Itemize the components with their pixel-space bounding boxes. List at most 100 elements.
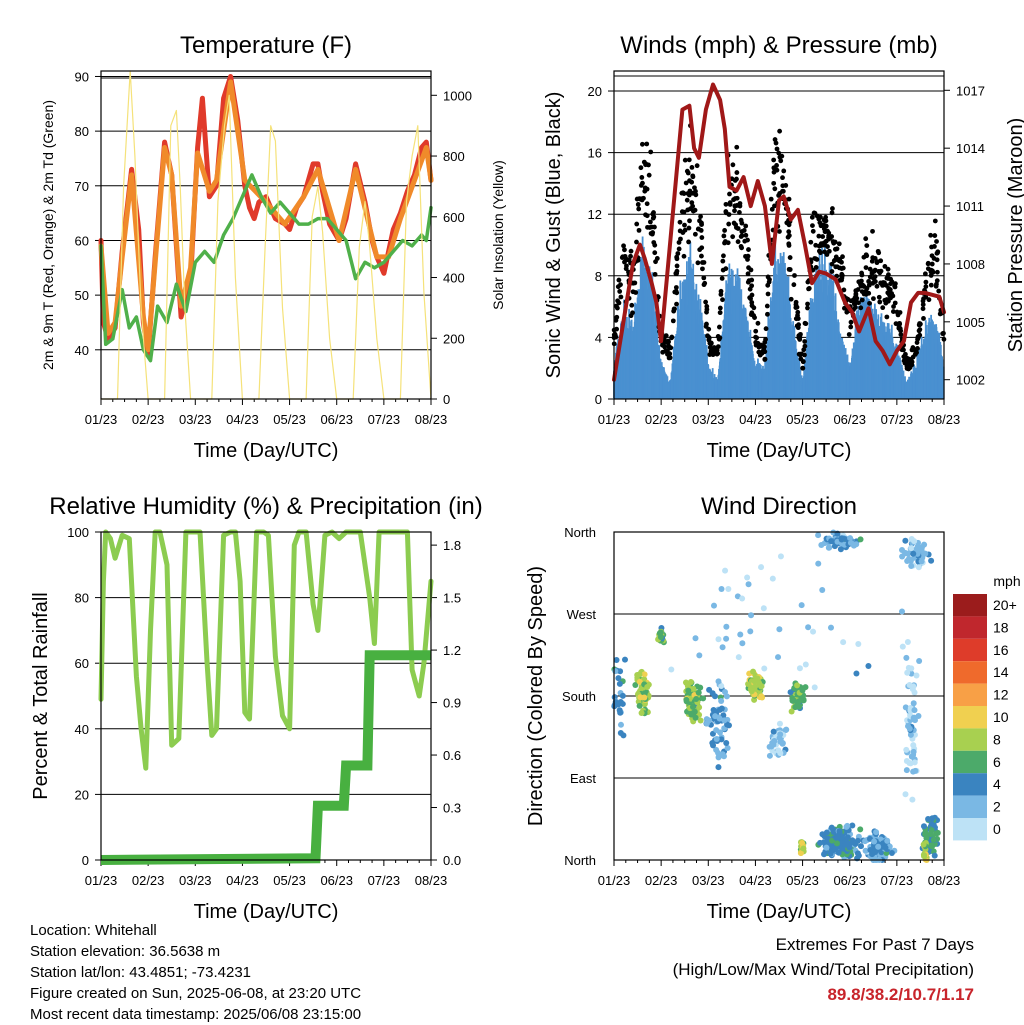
gust-point xyxy=(730,234,736,240)
direction-point xyxy=(725,722,732,729)
gust-point xyxy=(878,258,884,264)
humidity-plot xyxy=(98,529,434,865)
direction-point xyxy=(865,662,872,669)
gust-point xyxy=(697,218,702,224)
direction-point xyxy=(716,715,723,722)
gust-point xyxy=(701,282,707,288)
direction-cluster xyxy=(857,828,898,863)
gust-point xyxy=(616,300,622,306)
direction-point xyxy=(737,631,744,638)
gust-point xyxy=(813,256,819,262)
gust-point xyxy=(727,191,732,197)
gust-point xyxy=(734,176,739,182)
gust-point xyxy=(695,260,701,266)
humidity-chart: Relative Humidity (%) & Precipitation (i… xyxy=(30,493,483,923)
td-series xyxy=(99,173,433,363)
gust-point xyxy=(665,348,670,353)
gust-point xyxy=(699,253,704,259)
gust-point xyxy=(786,229,792,235)
direction-point xyxy=(836,828,843,835)
direction-point xyxy=(823,829,830,836)
direction-point xyxy=(819,587,826,594)
gust-point xyxy=(717,310,723,316)
gust-point xyxy=(786,266,792,272)
gust-point xyxy=(808,239,814,245)
humidity-ytick-right-label: 1.5 xyxy=(443,591,461,606)
humidity-ytick-label: 60 xyxy=(75,656,89,671)
gust-point xyxy=(628,248,634,254)
gust-point xyxy=(643,162,648,168)
winds-ylabel-right: Station Pressure (Maroon) xyxy=(1005,118,1024,353)
gust-point xyxy=(825,228,830,234)
direction-point xyxy=(907,760,914,767)
direction-point xyxy=(844,834,851,841)
gust-point xyxy=(725,240,731,246)
gust-point xyxy=(793,299,799,305)
gust-point xyxy=(909,347,915,353)
direction-point xyxy=(718,705,725,712)
gust-point xyxy=(780,175,785,181)
direction-point xyxy=(761,665,768,672)
gust-point xyxy=(749,303,755,309)
gust-point xyxy=(839,273,844,279)
direction-point xyxy=(617,721,624,728)
gust-point xyxy=(841,305,847,311)
gust-point xyxy=(723,201,729,207)
direction-point xyxy=(799,687,806,694)
direction-point xyxy=(911,689,918,696)
gust-point xyxy=(624,263,629,269)
gust-point xyxy=(795,313,800,318)
gust-point xyxy=(708,340,714,346)
gust-point xyxy=(923,284,929,289)
direction-point xyxy=(709,690,716,697)
direction-point xyxy=(910,742,917,749)
direction-point xyxy=(744,574,751,581)
gust-point xyxy=(721,233,727,239)
direction-point xyxy=(777,553,784,560)
colorbar-label: 4 xyxy=(993,776,1001,792)
gust-point xyxy=(718,292,724,297)
temperature-xtick-label: 06/23 xyxy=(320,412,353,427)
direction-point xyxy=(747,628,754,635)
direction-point xyxy=(710,742,717,749)
gust-point xyxy=(698,228,704,233)
gust-point xyxy=(917,327,923,332)
gust-point xyxy=(631,280,636,286)
direction-point xyxy=(916,658,923,665)
gust-point xyxy=(821,242,827,248)
direction-cluster xyxy=(920,840,930,863)
gust-point xyxy=(674,256,680,262)
direction-point xyxy=(828,538,835,545)
direction-point xyxy=(903,767,910,774)
extremes-legend: (High/Low/Max Wind/Total Precipitation) xyxy=(672,960,974,979)
direction-point xyxy=(718,683,725,690)
direction-point xyxy=(800,845,807,852)
humidity-ytick-label: 0 xyxy=(82,853,89,868)
gust-point xyxy=(786,196,792,202)
gust-point xyxy=(776,150,782,156)
direction-point xyxy=(849,838,856,845)
humidity-title: Relative Humidity (%) & Precipitation (i… xyxy=(49,493,482,520)
gust-point xyxy=(755,340,761,346)
gust-point xyxy=(859,289,865,294)
gust-point xyxy=(806,286,811,292)
direction-cluster xyxy=(766,720,790,759)
direction-point xyxy=(735,654,742,661)
direction-point xyxy=(928,820,935,827)
winds-ytick-label: 4 xyxy=(595,330,602,345)
gust-point xyxy=(852,305,858,310)
direction-point xyxy=(636,702,643,709)
gust-point xyxy=(884,314,890,320)
direction-ylabel: Direction (Colored By Speed) xyxy=(525,566,547,826)
colorbar-swatch xyxy=(953,795,987,818)
direction-point xyxy=(823,844,830,851)
gust-point xyxy=(777,229,782,234)
temperature-title: Temperature (F) xyxy=(180,32,352,59)
gust-point xyxy=(907,356,912,362)
gust-point xyxy=(749,310,755,316)
gust-point xyxy=(898,332,904,337)
gust-point xyxy=(800,365,806,371)
gust-point xyxy=(880,305,886,311)
gust-point xyxy=(768,196,774,202)
gust-point xyxy=(863,252,869,258)
